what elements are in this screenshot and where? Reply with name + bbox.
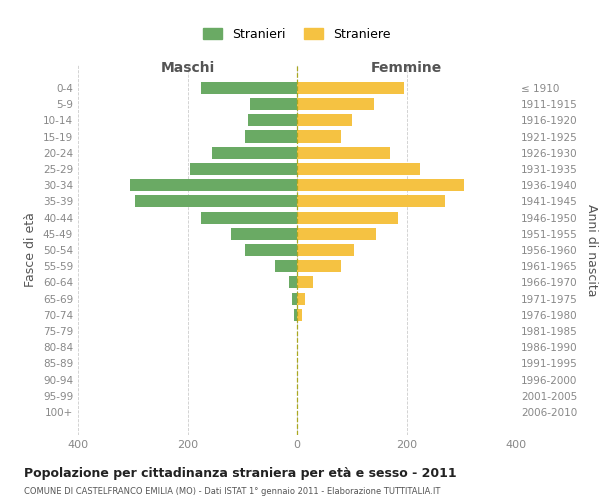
Bar [289, 276, 297, 288]
Bar [297, 276, 313, 288]
Bar [250, 98, 297, 110]
Text: Maschi: Maschi [160, 61, 215, 75]
Bar [190, 163, 297, 175]
Text: COMUNE DI CASTELFRANCO EMILIA (MO) - Dati ISTAT 1° gennaio 2011 - Elaborazione T: COMUNE DI CASTELFRANCO EMILIA (MO) - Dat… [24, 488, 440, 496]
Bar [248, 114, 297, 126]
Bar [201, 82, 297, 94]
Bar [297, 146, 390, 159]
Bar [297, 114, 352, 126]
Bar [292, 292, 297, 304]
Bar [201, 212, 297, 224]
Bar [297, 82, 404, 94]
Bar [245, 244, 297, 256]
Bar [212, 146, 297, 159]
Bar [297, 260, 341, 272]
Bar [297, 244, 355, 256]
Bar [294, 309, 297, 321]
Bar [245, 130, 297, 142]
Bar [297, 309, 302, 321]
Y-axis label: Fasce di età: Fasce di età [25, 212, 37, 288]
Bar [297, 228, 376, 240]
Y-axis label: Anni di nascita: Anni di nascita [584, 204, 598, 296]
Bar [297, 196, 445, 207]
Bar [297, 163, 420, 175]
Bar [297, 292, 305, 304]
Bar [232, 228, 297, 240]
Text: Femmine: Femmine [371, 61, 442, 75]
Bar [297, 130, 341, 142]
Bar [275, 260, 297, 272]
Bar [297, 212, 398, 224]
Bar [136, 196, 297, 207]
Bar [297, 98, 374, 110]
Bar [130, 179, 297, 191]
Legend: Stranieri, Straniere: Stranieri, Straniere [199, 23, 395, 46]
Bar [297, 179, 464, 191]
Text: Popolazione per cittadinanza straniera per età e sesso - 2011: Popolazione per cittadinanza straniera p… [24, 468, 457, 480]
